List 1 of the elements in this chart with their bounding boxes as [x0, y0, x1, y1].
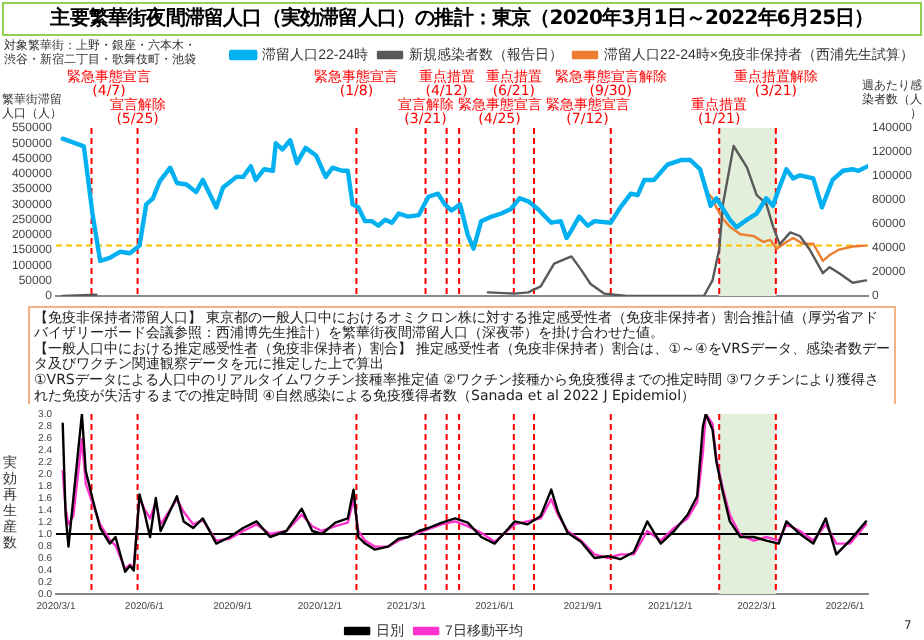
- chart-title: 主要繁華街夜間滞留人口（実効滞留人口）の推計：東京（2020年3月1日～2022年6月25日）: [2, 2, 922, 36]
